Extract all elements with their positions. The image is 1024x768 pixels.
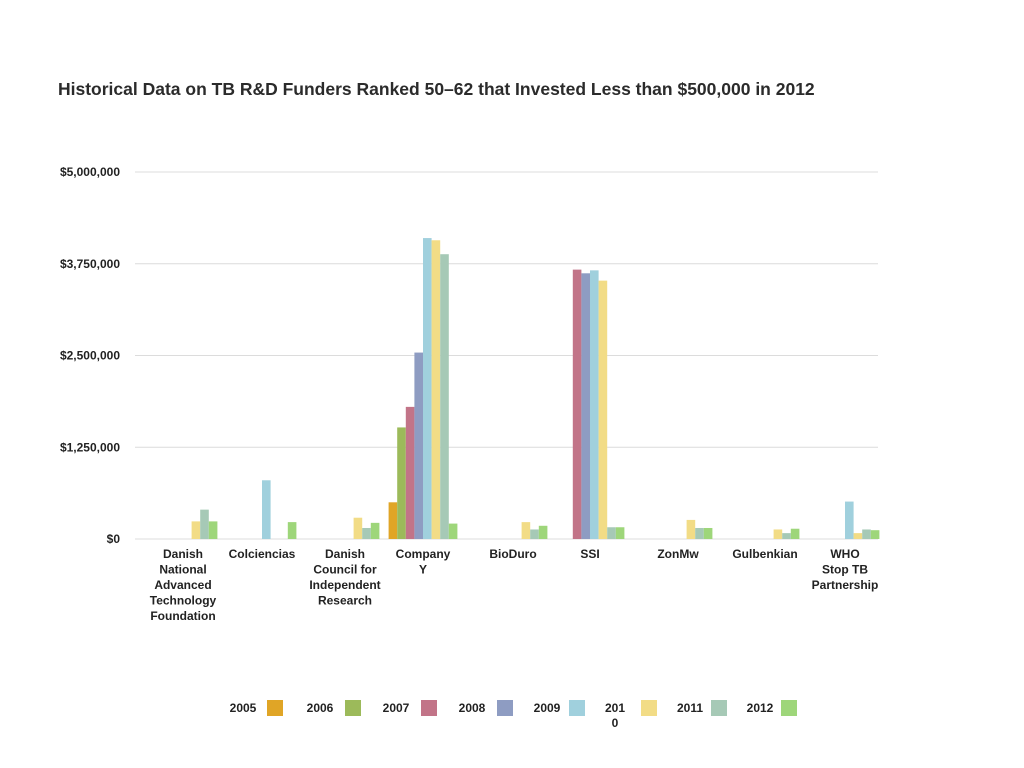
bar-zonmw-2010: [686, 519, 696, 539]
y-tick-label: $1,250,000: [60, 440, 120, 454]
bar-gulbenkian-2012: [790, 528, 800, 539]
bar-ssi-2011: [607, 527, 616, 539]
bar-ssi-2010: [598, 280, 608, 539]
bar-gulbenkian-2010: [773, 529, 783, 539]
category-label-gulbenkian: Gulbenkian: [732, 547, 797, 561]
bar-company-y-2010: [431, 240, 441, 539]
bar-danish-national-advanced-technology-foundation-2010: [191, 521, 201, 539]
y-tick-label: $2,500,000: [60, 349, 120, 363]
y-axis-ticks: $0 $1,250,000 $2,500,000 $3,750,000 $5,000,0…: [60, 165, 120, 546]
bar-bioduro-2012: [538, 525, 548, 539]
legend-swatch-2009: [569, 700, 585, 716]
y-tick-label: $5,000,000: [60, 165, 120, 179]
bar-danish-national-advanced-technology-foundation-2012: [208, 521, 218, 539]
y-tick-label: $3,750,000: [60, 257, 120, 271]
bar-colciencias-2012: [287, 522, 297, 539]
bar-who-stop-tb-partnership-2011: [862, 529, 871, 539]
legend-swatch-2008: [497, 700, 513, 716]
category-label-who-stop-tb-partnership: WHO Stop TB Partnership: [812, 547, 879, 592]
grid-layer: [135, 171, 878, 540]
bar-who-stop-tb-partnership-2009: [845, 501, 854, 539]
category-label-danish-council-for-independent-research: Danish Council for Independent Research: [309, 547, 380, 608]
bar-danish-council-for-independent-research-2011: [362, 527, 371, 539]
bar-zonmw-2012: [703, 527, 713, 539]
category-label-bioduro: BioDuro: [489, 547, 536, 561]
bar-company-y-2012: [448, 523, 458, 539]
category-labels: Danish National Advanced Technology Foundati…: [150, 547, 879, 623]
legend-label-2007: 2007: [383, 701, 410, 715]
legend-label-2006: 2006: [307, 701, 334, 715]
category-label-colciencias: Colciencias: [229, 547, 296, 561]
legend-swatch-2011: [711, 700, 727, 716]
bar-zonmw-2011: [695, 527, 704, 539]
legend-swatch-2006: [345, 700, 361, 716]
bar-ssi-2009: [590, 270, 599, 539]
category-label-company-y: Company Y: [396, 547, 451, 577]
bar-ssi-2007: [572, 269, 582, 539]
category-label-ssi: SSI: [580, 547, 599, 561]
legend: 2005 2006 2007 2008 2009 201 0 2011 2012: [230, 700, 797, 730]
y-tick-label: $0: [107, 532, 121, 546]
bar-bioduro-2011: [530, 529, 539, 539]
bar-company-y-2011: [440, 254, 449, 539]
bar-company-y-2007: [405, 406, 415, 539]
legend-swatch-2010: [641, 700, 657, 716]
bar-ssi-2008: [581, 273, 590, 539]
chart-title: Historical Data on TB R&D Funders Ranked…: [58, 79, 815, 99]
bar-danish-national-advanced-technology-foundation-2011: [200, 509, 209, 539]
bar-bioduro-2010: [521, 522, 531, 539]
bar-who-stop-tb-partnership-2010: [853, 533, 863, 539]
bar-danish-council-for-independent-research-2010: [353, 517, 363, 539]
bar-danish-council-for-independent-research-2012: [370, 522, 380, 539]
category-label-danish-national-advanced-technology-foundation: Danish National Advanced Technology Foundati…: [150, 547, 217, 623]
legend-label-2012: 2012: [747, 701, 774, 715]
legend-label-2008: 2008: [459, 701, 486, 715]
legend-swatch-2007: [421, 700, 437, 716]
bar-who-stop-tb-partnership-2012: [870, 530, 880, 539]
legend-label-2005: 2005: [230, 701, 257, 715]
category-label-zonmw: ZonMw: [657, 547, 699, 561]
legend-label-2011: 2011: [677, 701, 703, 715]
bar-company-y-2009: [423, 238, 432, 539]
legend-swatch-2005: [267, 700, 283, 716]
legend-swatch-2012: [781, 700, 797, 716]
legend-label-2009: 2009: [534, 701, 561, 715]
bar-gulbenkian-2011: [782, 533, 791, 539]
bar-company-y-2005: [388, 502, 398, 539]
bar-colciencias-2009: [262, 480, 271, 539]
legend-label-2010: 201 0: [605, 701, 625, 730]
bar-company-y-2008: [414, 352, 423, 539]
bars: [191, 238, 880, 539]
bar-company-y-2006: [397, 427, 406, 539]
bar-ssi-2012: [615, 527, 625, 539]
